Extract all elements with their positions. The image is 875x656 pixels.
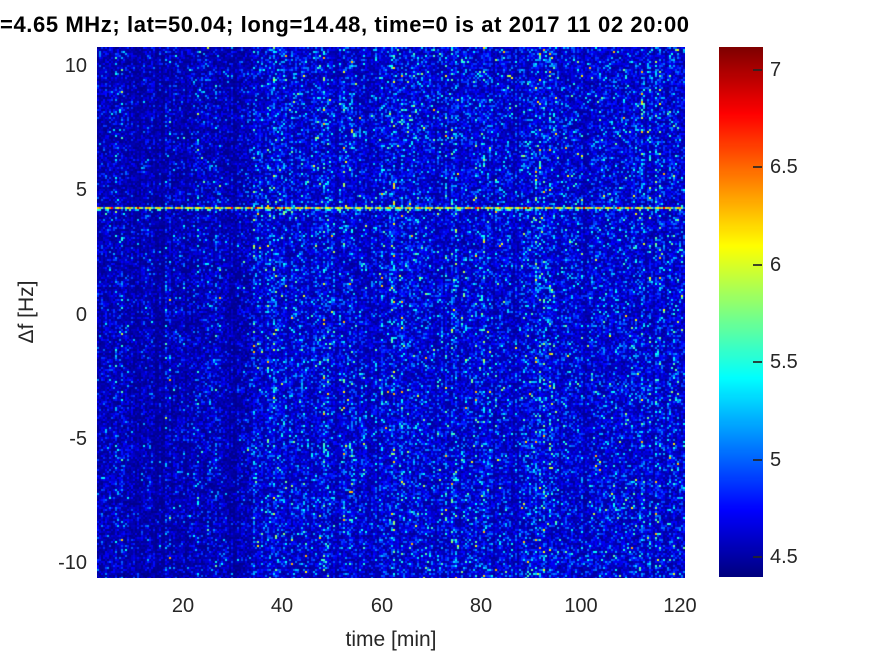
x-tick-label: 120 (663, 595, 697, 617)
colorbar-tick-label: 7 (770, 59, 782, 81)
x-tick-label: 80 (469, 595, 493, 617)
y-tick-label: 5 (75, 179, 87, 201)
colorbar-tick-label: 5.5 (770, 351, 798, 373)
x-tick-label: 40 (270, 595, 294, 617)
spectrogram-heatmap (97, 47, 685, 578)
colorbar-tick-mark (753, 361, 762, 363)
y-tick-label: -10 (58, 552, 87, 574)
colorbar-tick-mark (753, 556, 762, 558)
x-tick-label: 20 (171, 595, 195, 617)
colorbar (719, 47, 763, 577)
y-tick-label: 10 (64, 55, 87, 77)
colorbar-tick-mark (753, 166, 762, 168)
x-axis-label: time [min] (345, 628, 437, 651)
colorbar-tick-label: 6 (770, 254, 782, 276)
colorbar-tick-mark (753, 264, 762, 266)
colorbar-tick-mark (753, 69, 762, 71)
colorbar-tick-label: 5 (770, 449, 782, 471)
y-tick-label: 0 (75, 304, 87, 326)
x-tick-label: 60 (370, 595, 394, 617)
y-tick-label: -5 (69, 428, 87, 450)
colorbar-tick-label: 6.5 (770, 156, 798, 178)
x-tick-label: 100 (564, 595, 598, 617)
colorbar-tick-label: 4.5 (770, 546, 798, 568)
chart-title: =4.65 MHz; lat=50.04; long=14.48, time=0… (0, 12, 690, 37)
colorbar-tick-mark (753, 459, 762, 461)
